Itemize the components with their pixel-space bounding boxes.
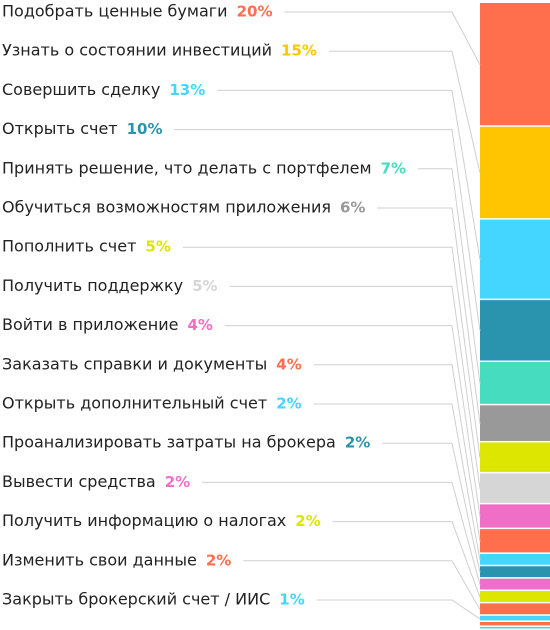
bar-segment-1 xyxy=(480,3,550,126)
bar-segment-9 xyxy=(480,504,550,528)
category-label: Совершить сделку xyxy=(2,80,160,99)
category-label: Проанализировать затраты на брокера xyxy=(2,433,336,452)
leader-line xyxy=(316,599,481,620)
leader-line xyxy=(313,403,481,561)
category-label: Принять решение, что делать с портфелем xyxy=(2,158,372,177)
category-label: Получить информацию о налогах xyxy=(2,511,286,530)
percent-label: 10% xyxy=(127,120,163,138)
leader-line xyxy=(229,285,481,489)
percent-label: 1% xyxy=(279,591,304,609)
leader-line xyxy=(202,481,481,585)
bar-segment-6 xyxy=(480,405,550,441)
bar-segment-extra-1 xyxy=(480,621,550,626)
category-label: Закрыть брокерский счет / ИИС xyxy=(2,590,270,609)
leader-line xyxy=(382,442,481,573)
bar-segment-10 xyxy=(480,529,550,553)
leader-line xyxy=(182,246,481,458)
bar-segment-13 xyxy=(480,578,550,590)
percent-label: 2% xyxy=(276,395,301,413)
leader-line xyxy=(284,11,481,66)
bar-segment-14 xyxy=(480,591,550,602)
percent-label: 15% xyxy=(281,42,317,60)
category-label: Получить поддержку xyxy=(2,276,183,295)
percent-label: 4% xyxy=(187,316,212,334)
bar-segment-extra-2 xyxy=(480,626,550,629)
leader-line xyxy=(332,521,481,598)
leader-line xyxy=(377,207,481,424)
percent-label: 2% xyxy=(345,434,370,452)
percent-label: 2% xyxy=(165,473,190,491)
percent-label: 5% xyxy=(192,277,217,295)
category-label: Открыть счет xyxy=(2,119,118,138)
leader-line xyxy=(243,560,481,610)
percent-label: 20% xyxy=(237,3,273,21)
category-label: Узнать о состоянии инвестиций xyxy=(2,41,272,60)
category-label: Обучиться возможностям приложения xyxy=(2,198,331,217)
category-label: Войти в приложение xyxy=(2,315,178,334)
bar-segment-5 xyxy=(480,361,550,404)
category-label: Вывести средства xyxy=(2,472,156,491)
category-label: Пополнить счет xyxy=(2,237,136,256)
bar-segment-2 xyxy=(480,126,550,219)
category-label: Изменить свои данные xyxy=(2,550,197,569)
percent-label: 4% xyxy=(276,355,301,373)
bar-segment-3 xyxy=(480,219,550,299)
bar-segment-7 xyxy=(480,442,550,472)
leader-line xyxy=(418,168,481,384)
percent-label: 5% xyxy=(145,238,170,256)
leader-lines xyxy=(174,11,481,620)
percent-label: 2% xyxy=(295,512,320,530)
bar-segment-4 xyxy=(480,300,550,361)
percent-label: 7% xyxy=(381,159,406,177)
category-labels: Подобрать ценные бумаги 20% Узнать о состо… xyxy=(2,2,406,609)
leader-line xyxy=(328,50,481,174)
percent-label: 13% xyxy=(169,81,205,99)
bar-segment-16 xyxy=(480,615,550,621)
bar-segment-8 xyxy=(480,473,550,503)
leader-line xyxy=(313,364,481,542)
category-label: Подобрать ценные бумаги xyxy=(2,2,228,21)
category-label: Заказать справки и документы xyxy=(2,354,267,373)
bar-segments xyxy=(480,3,550,629)
leader-line xyxy=(217,89,481,260)
percent-label: 2% xyxy=(206,551,231,569)
bar-segment-15 xyxy=(480,603,550,615)
leader-line xyxy=(225,325,481,517)
bar-segment-11 xyxy=(480,553,550,565)
bar-segment-12 xyxy=(480,566,550,578)
category-label: Открыть дополнительный счет xyxy=(2,394,267,413)
percent-label: 6% xyxy=(340,199,365,217)
leader-line xyxy=(174,129,481,332)
